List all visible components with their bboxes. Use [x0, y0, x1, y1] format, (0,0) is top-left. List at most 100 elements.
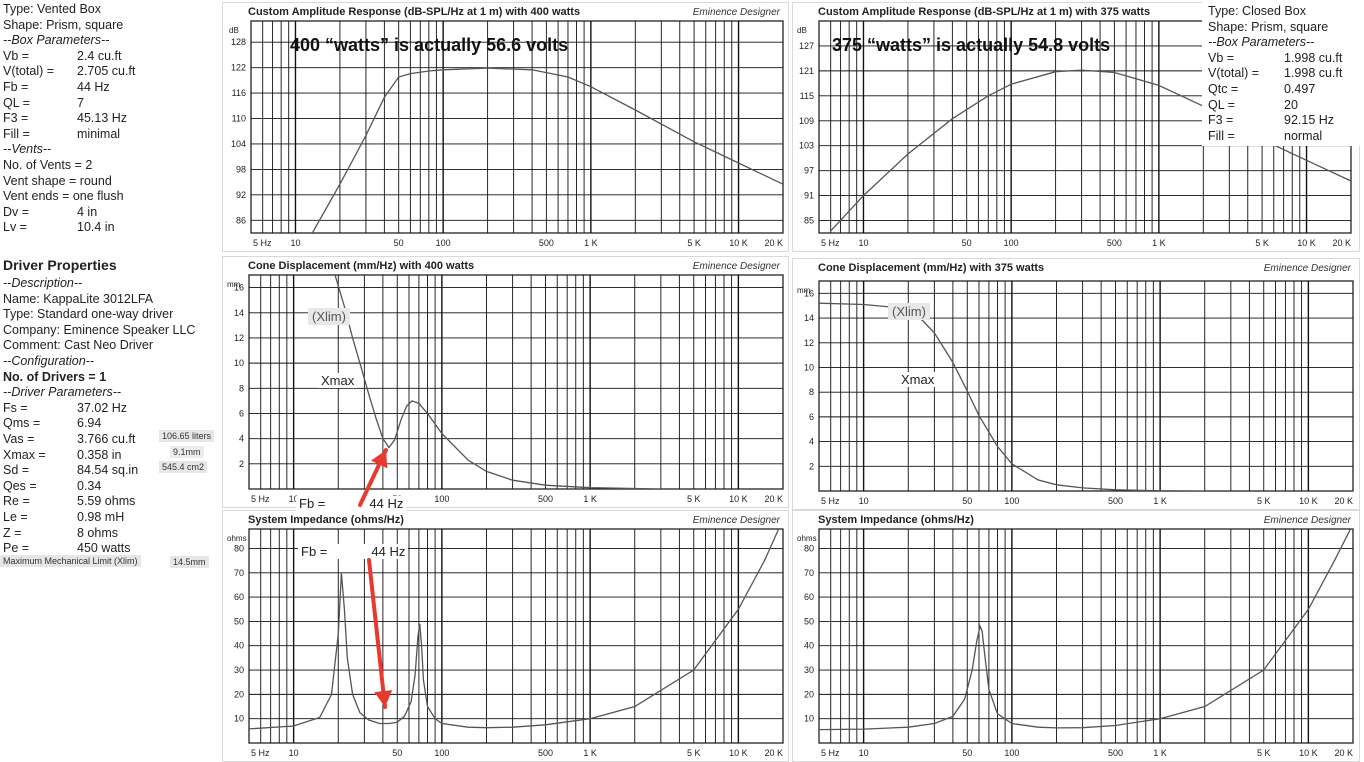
x-tick-label: 5 Hz	[253, 238, 272, 248]
driver-company: Company: Eminence Speaker LLC	[3, 322, 196, 337]
box-params-list: Vb = 2.4 cu.ft V(total) = 2.705 cu.ft Fb =…	[3, 49, 218, 143]
x-tick-label: 5 K	[1255, 238, 1269, 248]
chart-title: Custom Amplitude Response (dB-SPL/Hz at …	[248, 6, 581, 18]
x-tick-label: 500	[1108, 748, 1123, 758]
y-tick-label: 97	[804, 166, 814, 176]
y-axis-unit: dB	[797, 26, 807, 35]
x-tick-label: 10	[289, 494, 299, 504]
box-type: Type: Closed Box	[1208, 4, 1306, 18]
series-line	[819, 529, 1352, 731]
y-tick-label: 40	[804, 641, 814, 651]
watts-annotation-375: 375 “watts” is actually 54.8 volts	[832, 35, 1111, 55]
box-type: Type: Vented Box	[3, 2, 101, 16]
param-row: Sd = 84.54 sq.in	[3, 463, 139, 478]
param-row: QL = 20	[1208, 97, 1298, 112]
param-row: Xmax = 0.358 in	[3, 447, 122, 462]
x-tick-label: 1 K	[583, 748, 597, 758]
y-tick-label: 14	[804, 313, 814, 323]
y-tick-label: 10	[804, 714, 814, 724]
param-row: Vas = 3.766 cu.ft	[3, 431, 136, 446]
param-row: Qtc = 0.497	[1208, 81, 1316, 96]
box-shape: Shape: Prism, square	[1208, 19, 1329, 34]
y-tick-label: 6	[809, 412, 814, 422]
x-tick-label: 100	[436, 238, 451, 248]
x-tick-label: 10	[859, 496, 869, 506]
x-tick-label: 10 K	[729, 494, 748, 504]
y-tick-label: 50	[804, 616, 814, 626]
xlim-label-note: Maximum Mechanical Limit (Xlim)	[0, 555, 141, 567]
vented-box-panel: Type: Vented Box Shape: Prism, square --…	[3, 2, 218, 236]
y-tick-label: 98	[236, 164, 246, 174]
x-tick-label: 5 Hz	[821, 496, 840, 506]
x-tick-label: 20 K	[1334, 496, 1353, 506]
chart-title: Custom Amplitude Response (dB-SPL/Hz at …	[818, 6, 1151, 18]
param-row: Pe = 450 watts	[3, 541, 131, 556]
y-tick-label: 20	[804, 689, 814, 699]
chart-title: System Impedance (ohms/Hz)	[248, 514, 404, 526]
sd-cm2-note: 545.4 cm2	[159, 461, 208, 473]
y-tick-label: 116	[232, 88, 246, 98]
y-tick-label: 109	[799, 116, 814, 126]
param-row: Fb = 44 Hz	[3, 79, 110, 94]
x-tick-label: 20 K	[764, 238, 783, 248]
x-tick-label: 10	[290, 238, 300, 248]
param-row: Vb = 2.4 cu.ft	[3, 48, 122, 63]
x-tick-label: 1 K	[583, 494, 597, 504]
plot-border	[818, 280, 1354, 492]
y-tick-label: 4	[239, 434, 244, 444]
plot-border	[250, 20, 784, 234]
y-tick-label: 2	[239, 459, 244, 469]
x-tick-label: 100	[434, 494, 449, 504]
xmax-label-400: Xmax	[318, 373, 358, 388]
vent-ends: Vent ends = one flush	[3, 189, 124, 204]
y-tick-label: 70	[234, 568, 244, 578]
vents-header: --Vents--	[3, 142, 52, 157]
driver-comment: Comment: Cast Neo Driver	[3, 338, 154, 353]
xmax-label-375: Xmax	[898, 372, 938, 387]
x-tick-label: 20 K	[764, 494, 783, 504]
series-line	[311, 67, 783, 233]
y-tick-label: 110	[232, 114, 246, 124]
x-tick-label: 10	[858, 238, 868, 248]
x-tick-label: 50	[392, 748, 402, 758]
x-tick-label: 5 K	[687, 238, 701, 248]
y-axis-unit: ohms	[797, 534, 817, 543]
x-tick-label: 10 K	[729, 748, 748, 758]
y-tick-label: 10	[804, 362, 814, 372]
x-tick-label: 5 K	[687, 748, 701, 758]
chart-source: Eminence Designer	[692, 261, 780, 272]
x-tick-label: 50	[962, 748, 972, 758]
y-tick-label: 16	[804, 288, 814, 298]
y-tick-label: 10	[234, 358, 244, 368]
fb-annotation-1: Fb = 44 Hz	[296, 496, 407, 511]
x-tick-label: 20 K	[1332, 238, 1351, 248]
x-tick-label: 500	[538, 494, 553, 504]
param-row: Fs = 37.02 Hz	[3, 400, 128, 415]
param-row: Vb = 1.998 cu.ft	[1208, 50, 1343, 65]
impedance-chart-375w: 10 20 30 40 50 60 70 80 5 Hz 10 50 100 500 1 K 5 K 10 K…	[792, 510, 1360, 762]
y-tick-label: 6	[239, 408, 244, 418]
x-tick-label: 1 K	[584, 238, 598, 248]
driver-title: Driver Properties	[3, 257, 117, 273]
y-tick-label: 60	[234, 592, 244, 602]
y-axis-unit: mm	[227, 280, 241, 289]
x-tick-label: 20 K	[764, 748, 783, 758]
plot-border	[248, 528, 784, 744]
driver-panel: Driver Properties --Description-- Name: …	[3, 257, 218, 557]
x-tick-label: 100	[434, 748, 449, 758]
y-tick-label: 127	[799, 41, 814, 51]
fb-label: Fb =	[301, 544, 328, 559]
x-tick-label: 500	[539, 238, 554, 248]
x-tick-label: 10 K	[1297, 238, 1316, 248]
vent-shape: Vent shape = round	[3, 173, 112, 188]
xmax-mm-note: 9.1mm	[170, 446, 204, 458]
y-tick-label: 122	[231, 63, 246, 73]
xlim-label-400: (Xlim)	[308, 308, 350, 325]
x-tick-label: 1 K	[1153, 748, 1167, 758]
param-row: Qms = 6.94	[3, 416, 102, 431]
series-line	[334, 275, 661, 489]
config-header: --Configuration--	[3, 353, 95, 368]
y-tick-label: 115	[800, 91, 814, 101]
closed-box-panel: Type: Closed Box Shape: Prism, square --…	[1202, 2, 1363, 147]
